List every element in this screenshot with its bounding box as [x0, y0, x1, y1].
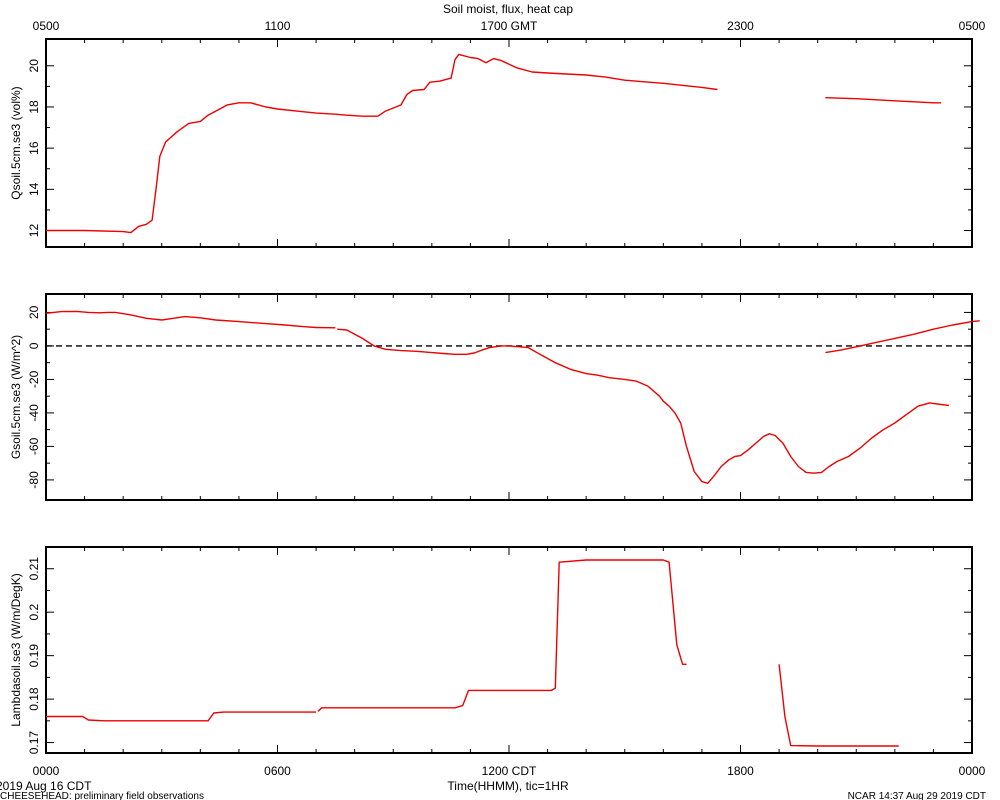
series-line — [317, 559, 687, 712]
series-line — [46, 711, 317, 722]
y-axis-label: Gsoil.5cm.se3 (W/m^2) — [9, 335, 23, 459]
panel-1: 12 14 16 18 20 Qsoil.5cm.se3 (vol%) — [9, 38, 973, 248]
top-axis-tick-label: 2300 — [727, 19, 754, 33]
y-axis-label: Qsoil.5cm.se3 (vol%) — [9, 86, 23, 199]
y-tick-label: 0.19 — [27, 644, 41, 668]
start-date-label: 2019 Aug 16 CDT — [0, 779, 92, 793]
panel-3: 0.17 0.18 0.19 0.2 0.21 Lambdasoil.se3 (W/m/D… — [9, 546, 973, 755]
panels: 12 14 16 18 20 Qsoil.5cm.se3 (vol%) 20 0 -20 -40 -… — [9, 38, 980, 755]
top-time-axis: 0500 1100 1700 GMT 2300 0500 — [33, 19, 986, 33]
top-axis-tick-label: 0500 — [959, 19, 986, 33]
series-line — [778, 664, 899, 747]
footer-right: NCAR 14:37 Aug 29 2019 CDT — [848, 791, 986, 800]
y-axis-label: Lambdasoil.se3 (W/m/DegK) — [9, 573, 23, 726]
y-tick-label: 20 — [27, 59, 41, 73]
series-line — [46, 102, 336, 234]
series-line — [337, 328, 949, 484]
top-axis-tick-label: 0500 — [33, 19, 60, 33]
panel-frame — [45, 293, 973, 501]
panel-2: 20 0 -20 -40 -60 -80 Gsoil.5cm.se3 (W/m^2) — [9, 293, 980, 501]
y-tick-label: -60 — [27, 437, 41, 455]
panel-frame — [45, 546, 973, 754]
series-line — [335, 53, 718, 117]
chart-title: Soil moist, flux, heat cap — [443, 2, 573, 16]
bottom-axis-tick-label: 0000 — [959, 764, 986, 778]
top-axis-tick-label: 1700 GMT — [481, 19, 538, 33]
y-tick-label: -40 — [27, 404, 41, 422]
y-tick-label: 0 — [27, 342, 41, 349]
footer-left: CHEESEHEAD: preliminary field observatio… — [0, 791, 204, 800]
y-tick-label: -20 — [27, 370, 41, 388]
top-axis-tick-label: 1100 — [265, 19, 291, 33]
y-tick-label: 0.21 — [27, 557, 41, 581]
y-tick-label: 0.17 — [27, 731, 41, 755]
bottom-time-axis: 0000 0600 1200 CDT 1800 0000 — [33, 764, 986, 778]
bottom-axis-tick-label: 1200 CDT — [482, 764, 537, 778]
bottom-axis-tick-label: 0600 — [264, 764, 291, 778]
y-tick-label: 0.2 — [27, 604, 41, 621]
y-tick-label: 20 — [27, 305, 41, 319]
y-tick-label: 18 — [27, 100, 41, 114]
panel-frame — [45, 38, 973, 248]
series-line — [825, 97, 942, 104]
bottom-axis-tick-label: 1800 — [727, 764, 754, 778]
y-tick-label: 16 — [27, 141, 41, 155]
y-tick-label: 12 — [27, 224, 41, 238]
bottom-axis-label: Time(HHMM), tic=1HR — [447, 779, 569, 793]
series-line — [825, 320, 980, 354]
y-tick-label: -80 — [27, 471, 41, 489]
y-tick-label: 14 — [27, 182, 41, 196]
bottom-axis-tick-label: 0000 — [33, 764, 60, 778]
y-tick-label: 0.18 — [27, 687, 41, 711]
series-line — [45, 310, 336, 329]
